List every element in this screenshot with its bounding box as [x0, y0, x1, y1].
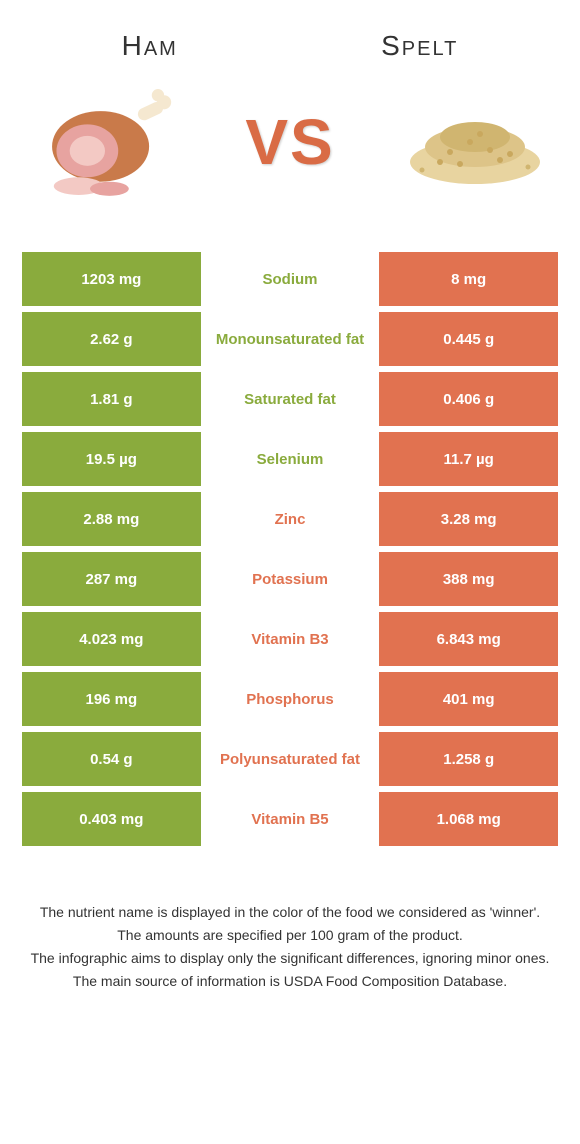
footer-notes: The nutrient name is displayed in the co…	[0, 852, 580, 1014]
left-value-cell: 196 mg	[22, 672, 201, 726]
left-value-cell: 2.88 mg	[22, 492, 201, 546]
table-row: 1.81 gSaturated fat0.406 g	[22, 372, 558, 426]
left-value-cell: 19.5 µg	[22, 432, 201, 486]
footer-line-1: The nutrient name is displayed in the co…	[30, 902, 550, 923]
nutrient-name-cell: Phosphorus	[201, 672, 380, 726]
nutrient-name-cell: Vitamin B3	[201, 612, 380, 666]
images-row: VS	[0, 72, 580, 232]
left-value-cell: 0.54 g	[22, 732, 201, 786]
footer-line-2: The amounts are specified per 100 gram o…	[30, 925, 550, 946]
footer-line-4: The main source of information is USDA F…	[30, 971, 550, 992]
right-value-cell: 8 mg	[379, 252, 558, 306]
nutrient-name-cell: Sodium	[201, 252, 380, 306]
footer-line-3: The infographic aims to display only the…	[30, 948, 550, 969]
spelt-image	[400, 82, 550, 202]
right-value-cell: 401 mg	[379, 672, 558, 726]
titles-row: Ham Spelt	[0, 0, 580, 72]
nutrient-name-cell: Zinc	[201, 492, 380, 546]
nutrient-name-cell: Vitamin B5	[201, 792, 380, 846]
table-row: 19.5 µgSelenium11.7 µg	[22, 432, 558, 486]
nutrient-name-cell: Selenium	[201, 432, 380, 486]
nutrient-name-cell: Polyunsaturated fat	[201, 732, 380, 786]
left-value-cell: 2.62 g	[22, 312, 201, 366]
right-value-cell: 388 mg	[379, 552, 558, 606]
left-food-title: Ham	[122, 30, 178, 62]
vs-label: VS	[245, 105, 334, 179]
right-value-cell: 1.068 mg	[379, 792, 558, 846]
nutrient-name-cell: Monounsaturated fat	[201, 312, 380, 366]
left-value-cell: 4.023 mg	[22, 612, 201, 666]
table-row: 2.88 mgZinc3.28 mg	[22, 492, 558, 546]
nutrient-name-cell: Saturated fat	[201, 372, 380, 426]
ham-image	[30, 82, 180, 202]
right-value-cell: 1.258 g	[379, 732, 558, 786]
table-row: 0.54 gPolyunsaturated fat1.258 g	[22, 732, 558, 786]
left-value-cell: 0.403 mg	[22, 792, 201, 846]
nutrient-comparison-table: 1203 mgSodium8 mg 2.62 gMonounsaturated f…	[22, 252, 558, 846]
right-value-cell: 6.843 mg	[379, 612, 558, 666]
left-value-cell: 1203 mg	[22, 252, 201, 306]
right-value-cell: 3.28 mg	[379, 492, 558, 546]
table-row: 287 mgPotassium388 mg	[22, 552, 558, 606]
right-value-cell: 0.406 g	[379, 372, 558, 426]
right-food-title: Spelt	[381, 30, 458, 62]
nutrient-name-cell: Potassium	[201, 552, 380, 606]
table-row: 1203 mgSodium8 mg	[22, 252, 558, 306]
right-value-cell: 0.445 g	[379, 312, 558, 366]
table-row: 4.023 mgVitamin B36.843 mg	[22, 612, 558, 666]
table-row: 196 mgPhosphorus401 mg	[22, 672, 558, 726]
infographic-container: Ham Spelt VS	[0, 0, 580, 1014]
right-value-cell: 11.7 µg	[379, 432, 558, 486]
table-row: 0.403 mgVitamin B51.068 mg	[22, 792, 558, 846]
left-value-cell: 1.81 g	[22, 372, 201, 426]
left-value-cell: 287 mg	[22, 552, 201, 606]
table-row: 2.62 gMonounsaturated fat0.445 g	[22, 312, 558, 366]
